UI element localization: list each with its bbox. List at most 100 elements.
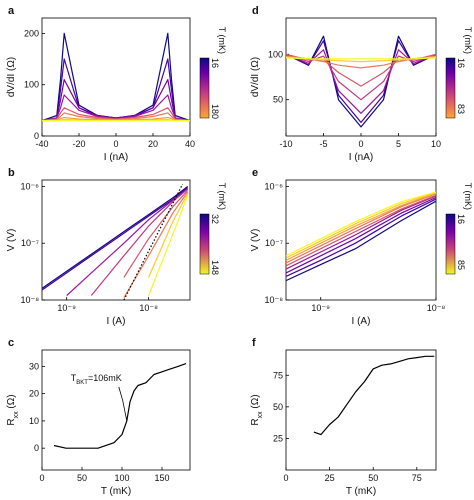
panel-label-e: e <box>252 167 258 179</box>
y-tick-label-c: 0 <box>34 443 39 453</box>
annotation-arrow <box>118 386 128 421</box>
axes-frame-f <box>285 349 437 471</box>
x-tick-label-d: 0 <box>358 139 363 149</box>
panel-label-d: d <box>252 5 259 17</box>
colorbar-max-a: 180 <box>210 104 220 119</box>
series-line-d <box>286 35 436 128</box>
y-tick-label-d: 50 <box>273 95 283 105</box>
panel-label-c: c <box>8 337 14 349</box>
y-tick-label-c: 20 <box>29 389 39 399</box>
x-tick-label-e: 10⁻⁹ <box>311 303 330 313</box>
x-tick-label-c: 150 <box>154 473 169 483</box>
series-line-b <box>42 186 189 289</box>
x-tick-label-c: 100 <box>114 473 129 483</box>
x-tick-label-a: -40 <box>35 139 48 149</box>
series-line-e <box>286 194 436 267</box>
y-tick-label-e: 10⁻⁸ <box>264 295 283 305</box>
y-axis-label-e: V (V) <box>250 229 261 252</box>
y-tick-label-f: 75 <box>273 370 283 380</box>
x-tick-label-c: 0 <box>39 473 44 483</box>
y-axis-label-part: R <box>6 418 17 425</box>
series-line-b <box>148 195 189 296</box>
colorbar-e <box>445 213 456 275</box>
series-group-a <box>42 32 190 122</box>
series-line-e <box>286 196 436 274</box>
reference-dotted-line-b <box>123 183 184 300</box>
x-tick-label-a: 0 <box>113 139 118 149</box>
series-line-e <box>286 191 436 257</box>
series-line-e <box>286 195 436 270</box>
x-tick-label-c: 50 <box>77 473 87 483</box>
y-axis-label-part: (Ω) <box>250 394 261 411</box>
series-line-a <box>42 58 190 122</box>
y-tick-label-e: 10⁻⁶ <box>265 181 284 191</box>
y-tick-label-e: 10⁻⁷ <box>265 238 283 248</box>
x-tick-label-b: 10⁻⁹ <box>57 303 76 313</box>
x-axis-label-e: I (A) <box>352 316 371 327</box>
axes-frame-e <box>285 179 437 301</box>
x-tick-label-f: 25 <box>325 473 335 483</box>
annotation-sub: BKT <box>76 380 88 386</box>
panel-c: c 0 50 100 150 0 10 20 30 T (mK) Rxx (Ω) TBKT=106mK <box>6 337 191 497</box>
series-line-b <box>90 188 189 296</box>
annotation-label: TBKT=106mK <box>71 373 122 386</box>
series-line-b <box>123 191 189 299</box>
axes-frame-b <box>41 179 191 301</box>
y-tick-label-f: 25 <box>273 433 283 443</box>
series-line-d <box>286 40 436 123</box>
y-axis-label-b: V (V) <box>6 229 17 252</box>
axes-frame-c <box>41 349 191 471</box>
annotation-rest: =106mK <box>88 373 122 383</box>
series-group-d <box>286 35 436 128</box>
colorbar-a <box>199 57 210 119</box>
panel-label-b: b <box>8 167 15 179</box>
colorbar-max-b: 148 <box>210 260 220 275</box>
y-tick-label-f: 50 <box>273 402 283 412</box>
colorbar-d <box>445 57 456 119</box>
series-line-e <box>286 192 436 259</box>
x-axis-label-c: T (mK) <box>101 486 131 497</box>
colorbar-min-d: 16 <box>456 58 466 68</box>
series-group-f <box>313 355 435 436</box>
y-axis-label-sub: xx <box>13 411 20 419</box>
y-tick-label-b: 10⁻⁷ <box>21 238 39 248</box>
x-tick-label-f: 75 <box>412 473 422 483</box>
y-axis-label-f: Rxx (Ω) <box>250 394 264 425</box>
y-tick-label-b: 10⁻⁶ <box>21 181 40 191</box>
y-tick-label-a: 0 <box>34 131 39 141</box>
x-tick-label-d: -10 <box>279 139 292 149</box>
colorbar-min-a: 16 <box>210 58 220 68</box>
data-line-c <box>53 363 187 449</box>
colorbar-b <box>199 213 210 275</box>
panel-label-f: f <box>252 337 256 349</box>
x-tick-label-d: 10 <box>431 139 441 149</box>
series-line-b <box>42 187 189 291</box>
colorbar-min-e: 16 <box>456 214 466 224</box>
series-line-d <box>286 57 436 60</box>
series-group-b <box>42 183 189 300</box>
colorbar-max-e: 85 <box>456 260 466 270</box>
y-tick-label-d: 100 <box>268 49 283 59</box>
series-line-a <box>42 79 190 122</box>
panel-label-a: a <box>8 5 15 17</box>
y-axis-label-sub: xx <box>257 411 264 419</box>
series-line-e <box>286 200 436 282</box>
axes-frame-d <box>285 17 437 137</box>
x-axis-label-f: T (mK) <box>346 486 376 497</box>
y-axis-label-part: (Ω) <box>6 394 17 411</box>
y-axis-label-d: dV/dI (Ω) <box>250 57 261 97</box>
x-tick-label-d: -5 <box>319 139 327 149</box>
series-line-e <box>286 198 436 277</box>
x-tick-label-f: 0 <box>283 473 288 483</box>
y-axis-label-a: dV/dI (Ω) <box>6 57 17 97</box>
series-line-b <box>148 193 189 278</box>
colorbar-min-b: 32 <box>210 214 220 224</box>
panel-b: b 10⁻⁹ 10⁻⁸ 10⁻⁸ 10⁻⁷ 10⁻⁶ I (A) V (V) T (mK) 32 1… <box>6 167 227 327</box>
panel-d: d -10 -5 0 5 10 50 100 I (nA) dV/dI (Ω) T (mK) 16 83 <box>250 5 473 163</box>
y-axis-label-part: R <box>250 418 261 425</box>
annotation-t: T <box>71 373 77 383</box>
x-axis-label-a: I (nA) <box>104 152 128 163</box>
y-tick-label-a: 100 <box>24 80 39 90</box>
x-tick-label-a: -20 <box>72 139 85 149</box>
